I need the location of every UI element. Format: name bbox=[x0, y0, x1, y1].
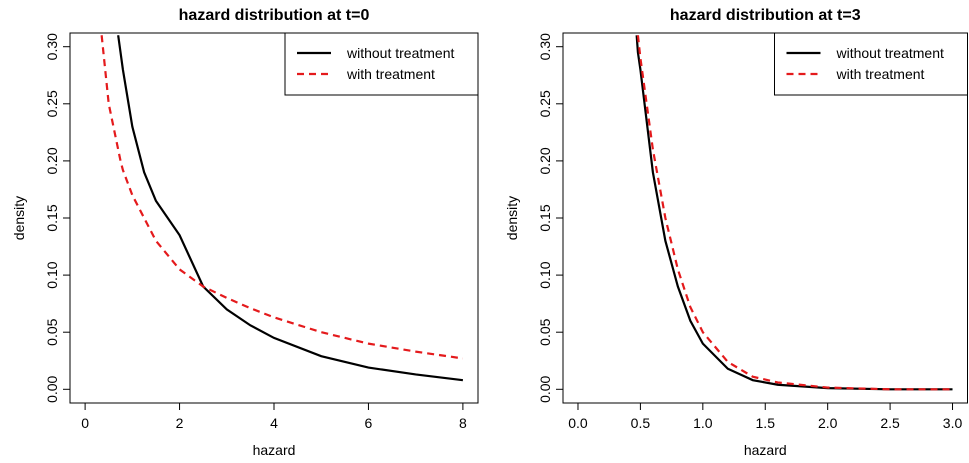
x-tick-label: 6 bbox=[365, 415, 373, 431]
x-tick-label: 0.0 bbox=[568, 415, 588, 431]
y-tick-label: 0.05 bbox=[44, 318, 60, 345]
y-tick-label: 0.15 bbox=[537, 204, 553, 231]
x-tick-label: 3.0 bbox=[943, 415, 963, 431]
x-tick-label: 4 bbox=[270, 415, 278, 431]
chart-panel: hazard distribution at t=3 hazard density 0… bbox=[504, 7, 968, 458]
y-tick-label: 0.00 bbox=[44, 375, 60, 402]
x-axis-label: hazard bbox=[253, 442, 296, 458]
y-tick-label: 0.30 bbox=[44, 33, 60, 60]
legend-label: without treatment bbox=[836, 45, 944, 61]
legend-label: without treatment bbox=[346, 45, 454, 61]
x-tick-label: 2.5 bbox=[880, 415, 900, 431]
y-tick-label: 0.15 bbox=[44, 204, 60, 231]
chart-panel: hazard distribution at t=0 hazard density 0… bbox=[11, 7, 479, 458]
chart-title: hazard distribution at t=0 bbox=[179, 7, 370, 24]
y-axis-label: density bbox=[11, 196, 27, 240]
legend: without treatment with treatment bbox=[284, 32, 479, 96]
x-tick-label: 8 bbox=[459, 415, 467, 431]
legend-box bbox=[284, 32, 479, 96]
x-tick-label: 2.0 bbox=[818, 415, 838, 431]
chart-title: hazard distribution at t=3 bbox=[670, 7, 861, 24]
y-axis-label: density bbox=[504, 196, 520, 240]
y-tick-label: 0.10 bbox=[44, 261, 60, 288]
y-tick-label: 0.20 bbox=[537, 147, 553, 174]
y-tick-label: 0.10 bbox=[537, 261, 553, 288]
legend-box bbox=[774, 32, 968, 96]
data-line bbox=[100, 35, 464, 360]
y-tick-label: 0.20 bbox=[44, 147, 60, 174]
x-tick-label: 1.5 bbox=[756, 415, 776, 431]
data-line bbox=[636, 35, 953, 391]
x-tick-label: 0.5 bbox=[631, 415, 651, 431]
x-axis-label: hazard bbox=[744, 442, 787, 458]
data-line bbox=[635, 35, 953, 391]
y-tick-label: 0.30 bbox=[537, 33, 553, 60]
y-tick-label: 0.25 bbox=[44, 90, 60, 117]
plot-frame bbox=[562, 32, 968, 404]
x-tick-label: 1.0 bbox=[693, 415, 713, 431]
legend-label: with treatment bbox=[836, 66, 925, 82]
y-tick-label: 0.05 bbox=[537, 318, 553, 345]
x-tick-label: 2 bbox=[176, 415, 184, 431]
legend-label: with treatment bbox=[346, 66, 435, 82]
y-tick-label: 0.00 bbox=[537, 375, 553, 402]
plot-frame bbox=[69, 32, 479, 404]
y-tick-label: 0.25 bbox=[537, 90, 553, 117]
legend: without treatment with treatment bbox=[774, 32, 968, 96]
x-tick-label: 0 bbox=[81, 415, 89, 431]
